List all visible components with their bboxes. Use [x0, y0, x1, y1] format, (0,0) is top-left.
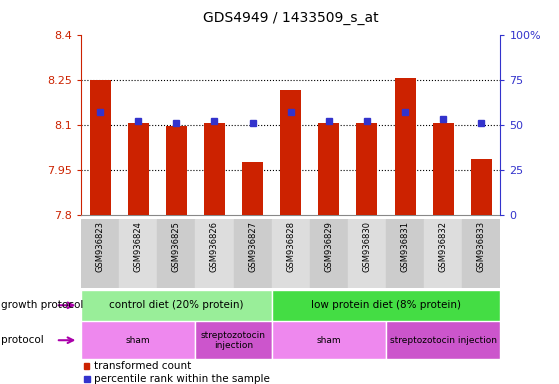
Bar [348, 219, 386, 288]
Text: transformed count: transformed count [94, 361, 192, 371]
Text: percentile rank within the sample: percentile rank within the sample [94, 374, 270, 384]
Text: GSM936823: GSM936823 [96, 221, 105, 272]
Bar [357, 123, 377, 215]
Bar [462, 219, 500, 288]
Text: sham: sham [126, 336, 150, 345]
Bar [89, 80, 111, 215]
Bar [204, 123, 225, 215]
Bar [318, 123, 339, 215]
Text: GSM936833: GSM936833 [477, 221, 486, 272]
Text: GSM936826: GSM936826 [210, 221, 219, 272]
Bar [128, 123, 149, 215]
Text: GSM936827: GSM936827 [248, 221, 257, 272]
Bar [272, 219, 310, 288]
Text: GSM936828: GSM936828 [286, 221, 295, 272]
Bar [81, 290, 272, 321]
Bar [386, 321, 500, 359]
Text: GSM936829: GSM936829 [324, 221, 333, 272]
Text: GSM936832: GSM936832 [439, 221, 448, 272]
Bar [119, 219, 157, 288]
Text: protocol: protocol [1, 335, 44, 345]
Bar [81, 219, 119, 288]
Text: low protein diet (8% protein): low protein diet (8% protein) [311, 300, 461, 310]
Text: streptozotocin injection: streptozotocin injection [390, 336, 496, 345]
Text: streptozotocin
injection: streptozotocin injection [201, 331, 266, 350]
Bar [234, 219, 272, 288]
Bar [395, 78, 415, 215]
Bar [272, 290, 500, 321]
Bar [424, 219, 462, 288]
Bar [196, 219, 234, 288]
Text: GSM936824: GSM936824 [134, 221, 143, 272]
Text: GSM936831: GSM936831 [400, 221, 410, 272]
Bar [166, 126, 187, 215]
Text: GSM936830: GSM936830 [362, 221, 371, 272]
Text: GSM936825: GSM936825 [172, 221, 181, 272]
Text: growth protocol: growth protocol [1, 300, 83, 310]
Bar [386, 219, 424, 288]
Text: sham: sham [316, 336, 341, 345]
Bar [310, 219, 348, 288]
Text: GDS4949 / 1433509_s_at: GDS4949 / 1433509_s_at [203, 11, 378, 25]
Bar [471, 159, 492, 215]
Bar [157, 219, 196, 288]
Text: control diet (20% protein): control diet (20% protein) [109, 300, 244, 310]
Bar [81, 321, 196, 359]
Bar [84, 362, 89, 369]
Bar [433, 123, 453, 215]
Bar [272, 321, 386, 359]
Bar [242, 162, 263, 215]
Bar [196, 321, 272, 359]
Bar [280, 90, 301, 215]
